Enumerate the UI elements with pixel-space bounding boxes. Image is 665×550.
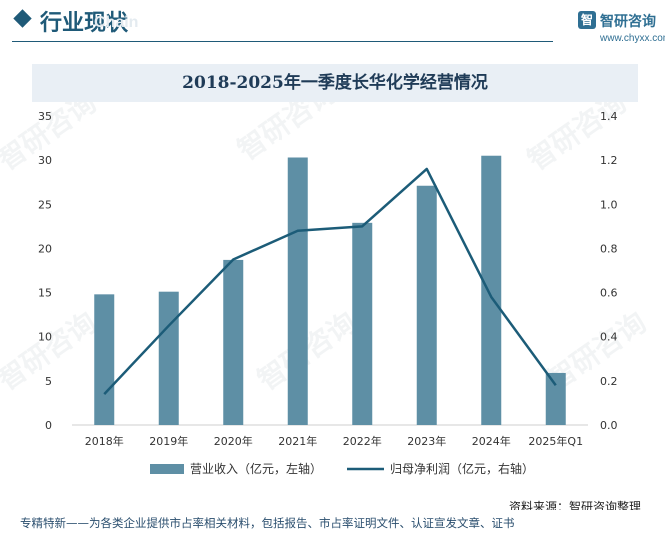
y-right-tick-label: 0.0 — [600, 419, 618, 432]
x-tick-label: 2022年 — [343, 434, 382, 448]
y-right-tick-label: 0.2 — [600, 375, 618, 388]
revenue-bar — [287, 157, 308, 425]
x-tick-label: 2019年 — [149, 434, 188, 448]
footer-text: 专精特新——为各类企业提供市占率相关材料，包括报告、市占率证明文件、认证宣发文章… — [20, 516, 515, 530]
y-left-tick-label: 10 — [38, 331, 52, 344]
chart-panel: 2018-2025年一季度长华化学经营情况 0 5 10 15 20 25 30 35 0.0 0… — [12, 62, 638, 498]
revenue-bar — [352, 222, 373, 425]
legend-label-profit: 归母净利润（亿元，右轴） — [390, 461, 534, 476]
legend-swatch-revenue — [150, 464, 184, 474]
y-right-tick-label: 0.4 — [600, 331, 618, 344]
y-left-tick-label: 35 — [38, 110, 52, 123]
header-divider — [12, 41, 553, 42]
x-tick-label: 2024年 — [472, 434, 511, 448]
legend-label-revenue: 营业收入（亿元，左轴） — [190, 461, 322, 476]
revenue-bar — [416, 185, 437, 425]
profit-line — [103, 167, 557, 395]
x-tick-label: 2018年 — [85, 434, 124, 448]
x-tick-label: 2025年Q1 — [528, 434, 583, 448]
y-left-tick-label: 25 — [38, 198, 52, 211]
footer-bar: 专精特新——为各类企业提供市占率相关材料，包括报告、市占率证明文件、认证宣发文章… — [0, 510, 665, 550]
y-left-tick-label: 20 — [38, 242, 52, 255]
header-ghost-text: Chain — [94, 14, 139, 31]
diamond-icon — [13, 9, 32, 28]
section-header: 行业现状 Chain — [0, 0, 665, 46]
revenue-bar — [223, 259, 244, 425]
y-right-tick-label: 1.4 — [600, 110, 618, 123]
brand-url: www.chyxx.com — [600, 33, 665, 44]
x-tick-label: 2023年 — [407, 434, 446, 448]
y-right-tick-label: 1.0 — [600, 198, 618, 211]
revenue-bar — [545, 372, 566, 425]
y-right-tick-label: 0.8 — [600, 242, 618, 255]
revenue-bar — [158, 291, 179, 425]
brand-logo-block: 智 智研咨询 www.chyxx.com — [578, 11, 665, 47]
y-right-tick-label: 1.2 — [600, 154, 618, 167]
x-tick-label: 2020年 — [214, 434, 253, 448]
y-left-tick-label: 15 — [38, 287, 52, 300]
revenue-bar — [481, 155, 502, 425]
y-right-tick-label: 0.6 — [600, 287, 618, 300]
y-left-tick-label: 0 — [45, 419, 52, 432]
y-left-tick-label: 30 — [38, 154, 52, 167]
section-title: 行业现状 — [40, 11, 129, 36]
brand-logo-icon: 智 — [578, 11, 596, 29]
x-tick-label: 2021年 — [278, 434, 317, 448]
y-left-tick-label: 5 — [45, 375, 52, 388]
revenue-bar — [94, 294, 115, 425]
chart-title: 2018-2025年一季度长华化学经营情况 — [32, 64, 638, 102]
brand-name: 智研咨询 — [600, 14, 656, 30]
chart-canvas: 0 5 10 15 20 25 30 35 0.0 0.2 0.4 0.6 0.8 1.0 1.2 1.4 20… — [38, 110, 618, 476]
